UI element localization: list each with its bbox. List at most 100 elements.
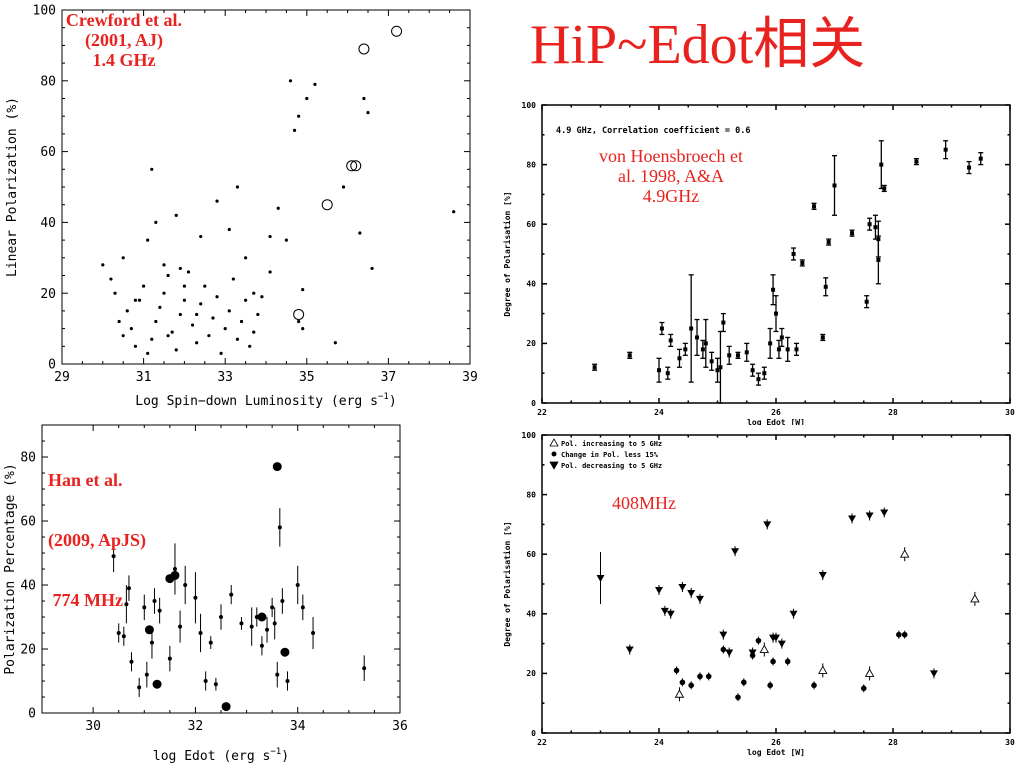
data-point-circle bbox=[321, 199, 333, 211]
data-point bbox=[268, 270, 272, 274]
data-point bbox=[275, 672, 280, 677]
data-point bbox=[366, 111, 370, 115]
data-point bbox=[182, 284, 186, 288]
y-tick-label: 20 bbox=[40, 287, 56, 302]
data-point bbox=[709, 359, 714, 364]
y-tick-label: 20 bbox=[526, 669, 536, 678]
data-point-triangle-down bbox=[655, 586, 663, 594]
data-point bbox=[292, 128, 297, 132]
y-tick-label: 20 bbox=[526, 339, 536, 348]
data-point bbox=[820, 335, 825, 340]
data-point bbox=[689, 326, 694, 331]
x-tick-label: 31 bbox=[136, 370, 152, 385]
data-point bbox=[300, 605, 305, 610]
hoensbroech-4p9ghz-chart: 22 24 26 28 30 0 20 40 60 80 100 log Edot [W] Degree… bbox=[502, 101, 1015, 425]
data-point bbox=[154, 319, 158, 324]
data-point bbox=[703, 341, 708, 346]
data-point-circle bbox=[346, 160, 358, 172]
x-axis-label: Log Spin−down Luminosity (erg s−1) bbox=[135, 392, 396, 409]
data-point bbox=[272, 621, 277, 626]
x-axis-label: log Edot [W] bbox=[747, 418, 805, 425]
data-point-circle bbox=[896, 631, 902, 638]
data-point bbox=[213, 682, 218, 687]
data-point bbox=[873, 225, 878, 230]
data-point bbox=[117, 319, 121, 324]
x-tick-label: 24 bbox=[654, 408, 664, 417]
data-point bbox=[244, 256, 248, 260]
legend-marker-triangle-up bbox=[549, 438, 559, 447]
data-point bbox=[659, 326, 664, 331]
data-point bbox=[943, 147, 948, 152]
data-point bbox=[277, 525, 282, 530]
data-point bbox=[341, 185, 346, 189]
data-point bbox=[756, 377, 761, 382]
data-point bbox=[182, 298, 186, 302]
hoensbroech-49-annotation-line-3: 4.9GHz bbox=[642, 186, 700, 206]
y-tick-label: 0 bbox=[531, 729, 536, 738]
data-point-large bbox=[280, 647, 290, 657]
data-point-triangle-down bbox=[660, 607, 669, 615]
data-point bbox=[311, 631, 316, 635]
data-point bbox=[362, 96, 366, 101]
data-point-triangle-down bbox=[725, 649, 734, 657]
x-tick-label: 30 bbox=[1005, 738, 1015, 747]
data-point bbox=[219, 351, 223, 355]
data-point bbox=[170, 330, 174, 334]
data-point bbox=[235, 185, 240, 189]
data-point-triangle-down bbox=[777, 640, 786, 648]
x-axis-label: log Edot (erg s−1) bbox=[153, 747, 289, 764]
x-tick-label: 34 bbox=[290, 719, 306, 734]
data-point bbox=[239, 621, 244, 626]
x-tick-label: 30 bbox=[85, 719, 101, 734]
data-point-circle bbox=[679, 679, 686, 686]
data-point bbox=[744, 350, 749, 355]
data-point bbox=[121, 334, 125, 338]
crawford-scatter-chart: 29 31 33 35 37 39 0 20 40 60 80 100 Log Spin−down Lu… bbox=[5, 4, 478, 409]
data-point bbox=[301, 327, 305, 331]
data-point bbox=[166, 273, 170, 278]
data-point-circle bbox=[705, 673, 712, 680]
x-tick-label: 22 bbox=[537, 408, 547, 417]
data-point bbox=[768, 341, 773, 346]
data-point bbox=[211, 316, 215, 320]
hoensbroech-408-annotation-line-1: 408MHz bbox=[612, 493, 676, 513]
data-point bbox=[229, 592, 234, 597]
data-point bbox=[121, 256, 125, 260]
data-point-large bbox=[170, 570, 180, 580]
legend-marker-circle bbox=[551, 451, 557, 457]
y-tick-label: 0 bbox=[28, 707, 36, 722]
data-point-circle bbox=[770, 658, 776, 665]
y-tick-label: 40 bbox=[40, 216, 56, 231]
data-point-triangle-down bbox=[763, 521, 772, 529]
data-point bbox=[774, 311, 778, 316]
data-point bbox=[333, 341, 337, 345]
x-tick-label: 22 bbox=[537, 738, 547, 747]
data-point bbox=[265, 627, 270, 632]
data-point bbox=[276, 206, 280, 210]
data-point bbox=[914, 159, 919, 164]
data-point bbox=[133, 298, 138, 302]
data-point bbox=[133, 344, 138, 348]
y-tick-label: 100 bbox=[522, 431, 537, 440]
x-tick-label: 36 bbox=[392, 719, 408, 734]
data-point-large bbox=[257, 612, 267, 622]
data-point bbox=[700, 347, 705, 352]
plot-frame bbox=[541, 434, 1011, 734]
han-annotation-line-1: Han et al. bbox=[48, 470, 123, 490]
data-point bbox=[256, 312, 260, 317]
x-tick-label: 39 bbox=[462, 370, 478, 385]
y-tick-label: 100 bbox=[33, 4, 56, 19]
data-point-circle bbox=[784, 658, 791, 665]
data-point bbox=[249, 624, 254, 629]
data-point-triangle-down bbox=[731, 548, 740, 556]
data-point bbox=[167, 656, 172, 661]
data-point-triangle-up bbox=[899, 549, 910, 558]
data-point bbox=[370, 266, 374, 271]
data-point bbox=[137, 685, 142, 690]
data-point bbox=[727, 353, 732, 358]
data-point bbox=[186, 270, 191, 274]
data-point bbox=[174, 348, 178, 352]
data-point bbox=[771, 287, 776, 292]
data-point bbox=[305, 96, 309, 101]
data-point bbox=[876, 257, 881, 262]
